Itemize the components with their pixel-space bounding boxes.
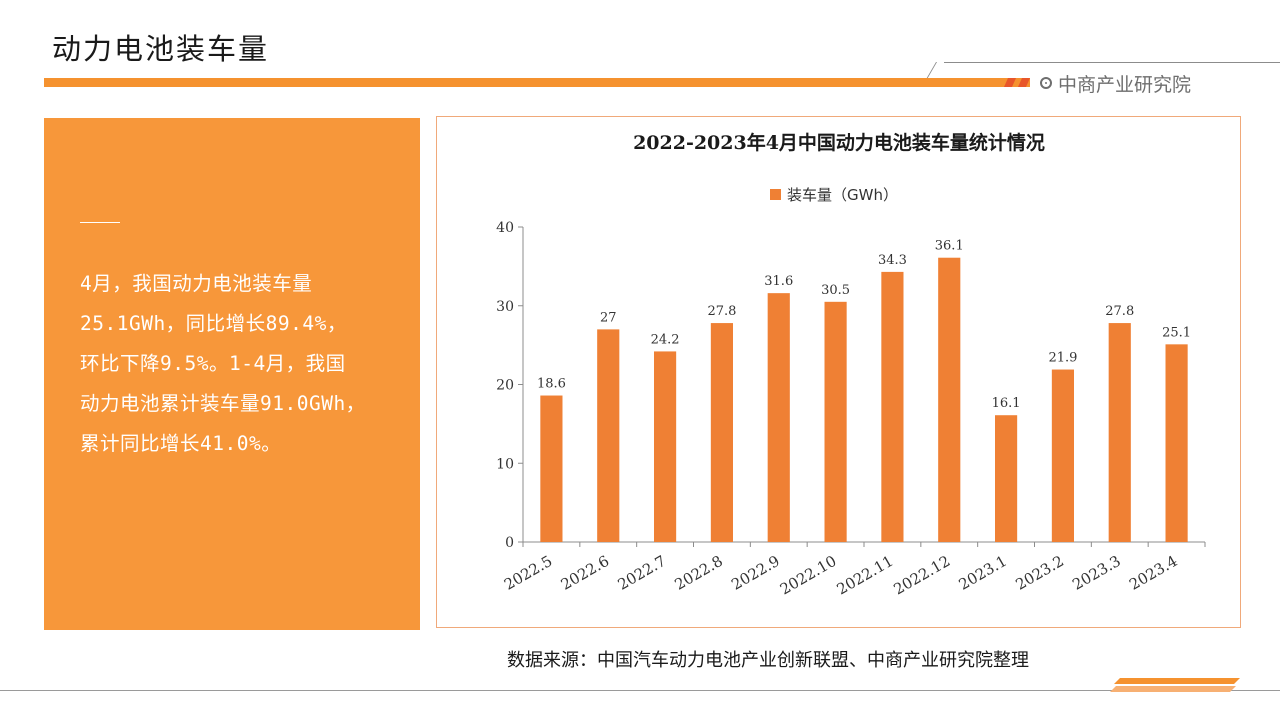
y-tick-label: 0	[505, 535, 514, 551]
y-tick-label: 10	[496, 456, 514, 472]
data-label: 16.1	[992, 396, 1021, 411]
y-tick-label: 30	[496, 299, 514, 315]
bar-chart: 2022-2023年4月中国动力电池装车量统计情况 装车量（GWh） 0 10 20…	[496, 131, 1206, 599]
data-source-note: 数据来源：中国汽车动力电池产业创新联盟、中商产业研究院整理	[507, 650, 1029, 671]
header-accent-bar	[44, 78, 1030, 87]
y-tick-label: 40	[496, 220, 514, 236]
bar	[881, 271, 904, 542]
bar	[1165, 344, 1188, 542]
bar	[767, 293, 790, 542]
x-tick-label: 2023.2	[1012, 552, 1066, 594]
bar	[1108, 323, 1131, 542]
data-label: 34.3	[878, 253, 907, 268]
data-label: 30.5	[821, 283, 850, 298]
legend-swatch	[770, 189, 781, 200]
data-label: 21.9	[1048, 351, 1077, 366]
x-tick-label: 2022.6	[558, 552, 612, 594]
x-tick-label: 2023.4	[1126, 552, 1180, 594]
x-tick-label: 2022.11	[834, 552, 897, 599]
chart-bars: 18.6 27 24.2 27.8 31.6 30.5 34.3 36.1 16.1 21.9 27…	[537, 239, 1191, 542]
data-label: 27.8	[707, 304, 736, 319]
x-tick-label: 2022.5	[501, 552, 555, 594]
x-tick-label: 2022.10	[777, 552, 840, 599]
x-tick-label: 2022.8	[671, 552, 725, 594]
summary-line: 动力电池累计装车量91.0GWh，	[80, 392, 366, 415]
data-label: 24.2	[651, 332, 680, 347]
bar	[995, 415, 1018, 542]
chart-title: 2022-2023年4月中国动力电池装车量统计情况	[633, 131, 1045, 154]
x-tick-label: 2023.3	[1069, 552, 1123, 594]
summary-line: 累计同比增长41.0%。	[80, 432, 282, 455]
summary-line: 25.1GWh，同比增长89.4%，	[80, 312, 347, 335]
brand-mark: 中商产业研究院	[1040, 70, 1191, 96]
data-label: 36.1	[935, 239, 964, 254]
data-label: 25.1	[1162, 325, 1191, 340]
brand-name: 中商产业研究院	[1058, 73, 1192, 96]
x-tick-label: 2022.12	[891, 552, 954, 599]
page-title: 动力电池装车量	[52, 32, 270, 66]
x-tick-label: 2022.7	[615, 552, 669, 594]
bar	[1051, 369, 1074, 542]
summary-line: 环比下降9.5%。1-4月，我国	[80, 352, 346, 375]
bar	[597, 329, 620, 542]
summary-text: 4月，我国动力电池装车量 25.1GWh，同比增长89.4%， 环比下降9.5%…	[80, 264, 396, 464]
x-tick-label: 2023.1	[956, 552, 1010, 594]
summary-divider	[80, 222, 120, 223]
data-label: 27.8	[1105, 304, 1134, 319]
summary-panel: 4月，我国动力电池装车量 25.1GWh，同比增长89.4%， 环比下降9.5%…	[44, 118, 420, 630]
header-divider-line	[944, 62, 1280, 63]
bar	[540, 395, 563, 542]
bar	[710, 323, 733, 542]
legend-label: 装车量（GWh）	[787, 186, 898, 204]
footer-stripes-decoration	[1110, 678, 1240, 692]
chart-frame: 2022-2023年4月中国动力电池装车量统计情况 装车量（GWh） 0 10 20…	[436, 116, 1241, 628]
bar	[938, 257, 961, 542]
header-stripes-decoration	[1004, 78, 1030, 87]
summary-line: 4月，我国动力电池装车量	[80, 272, 313, 295]
y-tick-label: 20	[496, 378, 514, 394]
bar	[654, 351, 677, 542]
brand-logo-icon	[1040, 77, 1052, 89]
bar	[824, 301, 847, 542]
footer-divider	[0, 690, 1280, 691]
data-label: 18.6	[537, 377, 566, 392]
data-label: 27	[600, 310, 617, 325]
x-tick-label: 2022.9	[728, 552, 782, 594]
data-label: 31.6	[764, 274, 793, 289]
